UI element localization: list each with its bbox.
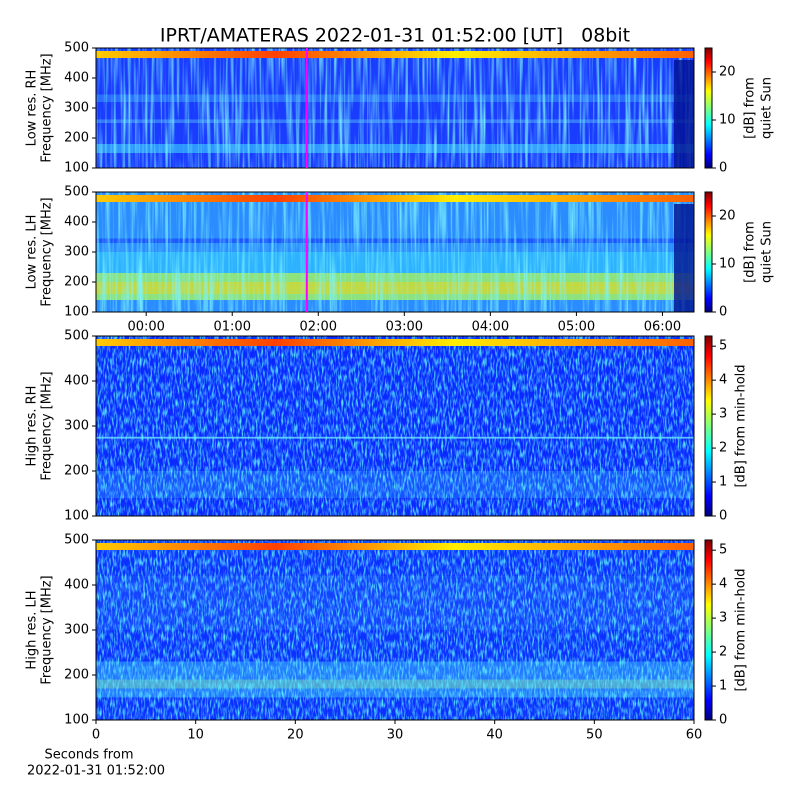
heatmap-top-band <box>96 543 694 550</box>
y-tick-label: 100 <box>64 509 89 524</box>
heatmap-top-band <box>96 195 694 202</box>
y-tick-label: 400 <box>64 578 89 593</box>
colorbar-tick-label: 10 <box>719 113 736 128</box>
y-axis-label: High res. RH <box>25 386 40 467</box>
y-axis-label: High res. LH <box>25 590 40 669</box>
colorbar-tick-label: 0 <box>719 713 727 728</box>
colorbar-tick-label: 2 <box>719 645 727 660</box>
y-tick-label: 200 <box>64 668 89 683</box>
x-tick-label: 0 <box>92 728 100 743</box>
y-tick-label: 400 <box>64 374 89 389</box>
colorbar-label: quiet Sun <box>760 221 775 283</box>
colorbar-tick-label: 5 <box>719 543 727 558</box>
x-tick-label: 10 <box>187 728 204 743</box>
y-tick-label: 200 <box>64 275 89 290</box>
colorbar-tick-label: 20 <box>719 209 736 224</box>
colorbar-tick-label: 2 <box>719 441 727 456</box>
y-tick-label: 300 <box>64 419 89 434</box>
heatmap-top-band <box>96 339 694 346</box>
y-tick-label: 500 <box>64 41 89 56</box>
x-tick-label: 03:00 <box>386 320 423 335</box>
y-tick-label: 500 <box>64 185 89 200</box>
heatmap-top-band <box>96 51 694 58</box>
y-tick-label: 300 <box>64 101 89 116</box>
heatmap <box>96 48 694 168</box>
y-tick-label: 200 <box>64 131 89 146</box>
colorbar-tick-label: 10 <box>719 257 736 272</box>
y-tick-label: 500 <box>64 533 89 548</box>
x-tick-label: 60 <box>686 728 703 743</box>
x-tick-label: 50 <box>586 728 603 743</box>
y-tick-label: 300 <box>64 623 89 638</box>
colorbar-tick-label: 3 <box>719 407 727 422</box>
colorbar-label: quiet Sun <box>760 77 775 139</box>
x-tick-label: 40 <box>486 728 503 743</box>
x-axis-label: Seconds from <box>44 748 133 763</box>
colorbar-tick-label: 3 <box>719 611 727 626</box>
colorbar-tick-label: 1 <box>719 679 727 694</box>
heatmap-texture <box>96 540 694 720</box>
x-tick-label: 00:00 <box>127 320 164 335</box>
heatmap-texture <box>96 48 694 168</box>
colorbar-label: [dB] from <box>743 77 758 139</box>
x-tick-label: 02:00 <box>300 320 337 335</box>
heatmap-texture <box>96 336 694 516</box>
y-tick-label: 300 <box>64 245 89 260</box>
x-tick-label: 05:00 <box>558 320 595 335</box>
heatmap-texture <box>96 192 694 312</box>
heatmap <box>96 192 694 312</box>
x-tick-label: 20 <box>287 728 304 743</box>
chart-title: IPRT/AMATERAS 2022-01-31 01:52:00 [UT] 0… <box>160 25 630 47</box>
colorbar-label: [dB] from min-hold <box>734 568 749 691</box>
y-tick-label: 400 <box>64 71 89 86</box>
colorbar <box>704 335 713 517</box>
colorbar-tick-label: 5 <box>719 339 727 354</box>
y-tick-label: 100 <box>64 161 89 176</box>
y-tick-label: 200 <box>64 464 89 479</box>
x-tick-label: 06:00 <box>644 320 681 335</box>
colorbar-tick-label: 4 <box>719 373 727 388</box>
colorbar <box>704 539 713 721</box>
y-tick-label: 500 <box>64 329 89 344</box>
heatmap-gap <box>674 204 694 312</box>
colorbar <box>704 191 713 313</box>
x-tick-label: 01:00 <box>214 320 251 335</box>
heatmap <box>96 336 694 516</box>
heatmap <box>96 540 694 720</box>
y-tick-label: 100 <box>64 713 89 728</box>
colorbar <box>704 47 713 169</box>
y-axis-label: Frequency [MHz] <box>40 53 55 162</box>
colorbar-label: [dB] from <box>743 221 758 283</box>
y-tick-label: 100 <box>64 305 89 320</box>
x-tick-label: 04:00 <box>472 320 509 335</box>
colorbar-tick-label: 0 <box>719 305 727 320</box>
y-axis-label: Low res. LH <box>25 215 40 290</box>
y-axis-label: Frequency [MHz] <box>40 371 55 480</box>
x-axis-label: 2022-01-31 01:52:00 <box>27 764 165 779</box>
colorbar-tick-label: 1 <box>719 475 727 490</box>
colorbar-tick-label: 0 <box>719 509 727 524</box>
y-tick-label: 400 <box>64 215 89 230</box>
y-axis-label: Frequency [MHz] <box>40 575 55 684</box>
y-axis-label: Frequency [MHz] <box>40 197 55 306</box>
x-tick-label: 30 <box>387 728 404 743</box>
colorbar-tick-label: 20 <box>719 65 736 80</box>
colorbar-label: [dB] from min-hold <box>734 364 749 487</box>
heatmap-gap <box>674 60 694 168</box>
y-axis-label: Low res. RH <box>25 70 40 147</box>
colorbar-tick-label: 0 <box>719 161 727 176</box>
colorbar-tick-label: 4 <box>719 577 727 592</box>
